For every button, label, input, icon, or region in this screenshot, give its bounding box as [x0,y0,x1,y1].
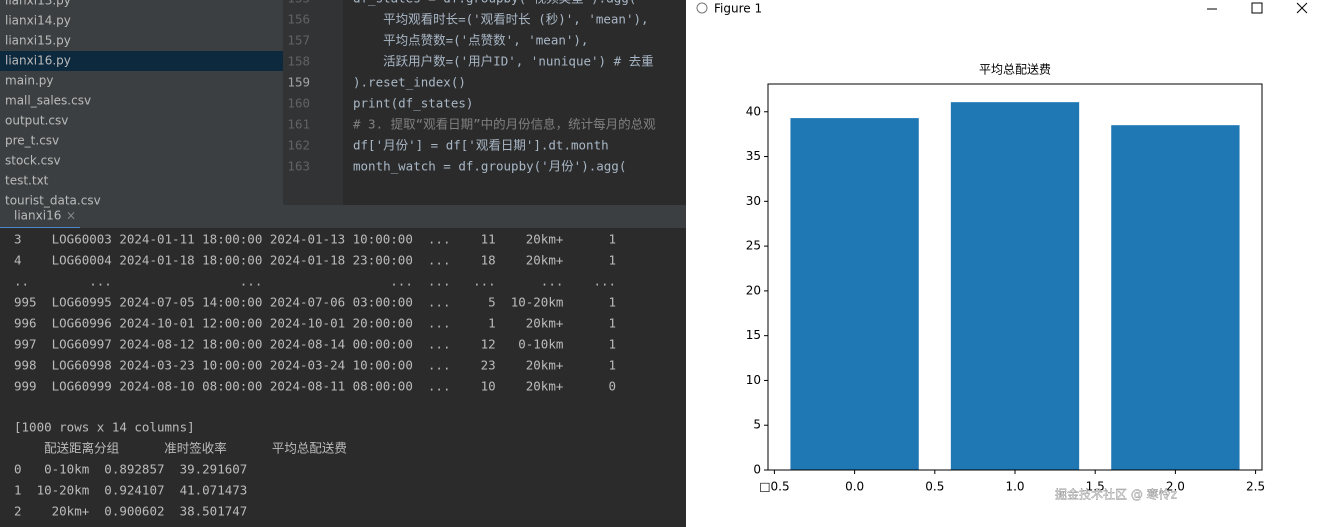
file-item[interactable]: lianxi16.py [5,54,71,68]
project-panel [0,0,283,205]
line-number: 163 [287,159,310,174]
y-tick-label: 25 [746,239,761,253]
file-item[interactable]: lianxi15.py [5,34,71,48]
x-tick-label: 1.0 [1005,480,1024,494]
console-line: 0 0-10km 0.892857 39.291607 [14,462,247,477]
y-tick-label: 5 [753,418,761,432]
y-tick-label: 30 [746,194,761,208]
file-item[interactable]: mall_sales.csv [5,94,91,108]
bar [1111,125,1240,470]
console-line: 3 LOG60003 2024-01-11 18:00:00 2024-01-1… [14,232,616,247]
y-tick-label: 10 [746,373,761,387]
x-tick-label: 2.5 [1246,480,1265,494]
run-tab[interactable]: lianxi16 [14,209,61,223]
x-tick-label: 0.5 [925,480,944,494]
code-line: print(df_states) [353,96,473,111]
app-icon [696,2,708,14]
line-number: 162 [287,138,310,153]
line-number: 156 [287,12,310,27]
bar [790,118,919,470]
run-tabbar [0,205,686,228]
console-line: 4 LOG60004 2024-01-18 18:00:00 2024-01-1… [14,253,616,268]
code-line: df_states = df.groupby('视频类型').agg( [353,0,636,6]
y-tick-label: 40 [746,104,761,118]
maximize[interactable] [1251,2,1263,14]
code-line: month_watch = df.groupby('月份').agg( [353,159,626,174]
file-item[interactable]: lianxi14.py [5,14,71,28]
selection [0,51,283,71]
code-line: df['月份'] = df['观看日期'].dt.month [353,138,609,153]
close[interactable] [1296,2,1308,14]
x-tick-label: □0.5 [759,480,789,494]
gutter [283,0,343,205]
line-number: 157 [287,33,310,48]
chart-title: 平均总配送费 [979,62,1051,77]
file-item[interactable]: pre_t.csv [5,134,59,148]
bar [950,102,1080,470]
file-item[interactable]: output.csv [5,114,68,128]
y-tick-label: 20 [746,283,761,297]
line-number: 161 [287,117,310,132]
x-tick-label: 2.0 [1166,480,1185,494]
line-number: 155 [287,0,310,6]
code-line: 平均点赞数=('点赞数', 'mean'), [353,33,588,48]
x-tick-label: 1.5 [1086,480,1105,494]
watermark: 掘金技术社区 @ 寒怜z [1055,487,1177,502]
y-tick-label: 0 [753,463,761,477]
console-line: 999 LOG60999 2024-08-10 08:00:00 2024-08… [14,379,616,394]
file-item[interactable]: test.txt [5,174,49,188]
code-line: # 3. 提取“观看日期”中的月份信息，统计每月的总观 [353,117,656,132]
line-number: 159 [287,75,310,90]
file-item[interactable]: stock.csv [5,154,61,168]
code-line: 平均观看时长=('观看时长 (秒)', 'mean'), [353,12,649,27]
console-line: 1 10-20km 0.924107 41.071473 [14,483,247,498]
file-item[interactable]: tourist_data.csv [5,194,101,208]
console-line: 996 LOG60996 2024-10-01 12:00:00 2024-10… [14,316,616,331]
window-title: Figure 1 [714,2,762,16]
y-tick-label: 35 [746,149,761,163]
file-item[interactable]: main.py [5,74,54,88]
console [0,228,686,527]
console-line: .. ... ... ... ... ... ... ... [14,274,616,289]
editor [283,0,686,205]
y-tick-label: 15 [746,328,761,342]
console-line: [1000 rows x 14 columns] [14,420,195,435]
console-line: 995 LOG60995 2024-07-05 14:00:00 2024-07… [14,295,616,310]
code-line: 活跃用户数=('用户ID', 'nunique') # 去重 [353,54,654,69]
line-number: 160 [287,96,310,111]
console-line: 配送距离分组 准时签收率 平均总配送费 [14,441,347,456]
console-line: 2 20km+ 0.900602 38.501747 [14,504,247,519]
code-line: ).reset_index() [353,75,466,90]
file-item[interactable]: lianxi13.py [5,0,71,8]
console-line: 998 LOG60998 2024-03-23 10:00:00 2024-03… [14,358,616,373]
tab-close[interactable]: × [66,209,76,223]
console-line: 997 LOG60997 2024-08-12 18:00:00 2024-08… [14,337,616,352]
x-tick-label: 0.0 [845,480,864,494]
line-number: 158 [287,54,310,69]
